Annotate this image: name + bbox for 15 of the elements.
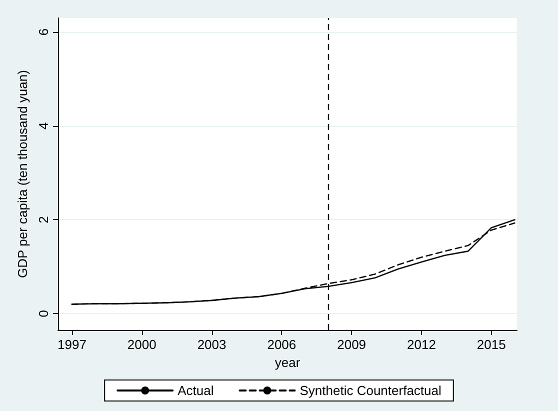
x-tick-label: 2006 (267, 337, 296, 352)
x-tick-label: 2009 (337, 337, 366, 352)
x-tick-label: 2015 (476, 337, 506, 352)
legend-label: Synthetic Counterfactual (300, 383, 442, 398)
x-tick-label: 2012 (407, 337, 436, 352)
y-tick-label: 2 (36, 216, 51, 224)
y-axis-title: GDP per capita (ten thousand yuan) (15, 70, 30, 278)
x-tick-label: 2000 (127, 337, 156, 352)
y-tick-label: 6 (36, 28, 51, 36)
x-tick-label: 1997 (58, 337, 86, 352)
x-tick-label: 2003 (197, 337, 226, 352)
y-tick-label: 0 (36, 310, 51, 318)
legend-label: Actual (178, 383, 214, 398)
y-tick-label: 4 (36, 122, 51, 130)
x-axis-title: year (274, 354, 301, 370)
